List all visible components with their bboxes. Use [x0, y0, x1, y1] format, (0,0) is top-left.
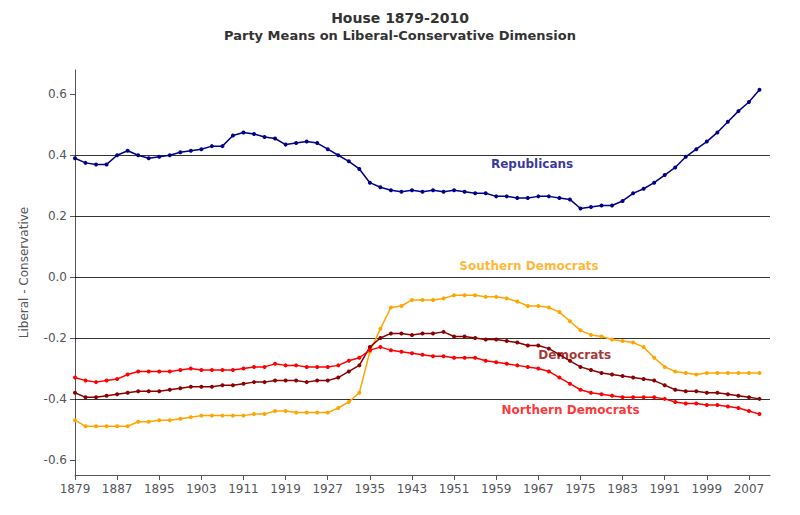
svg-text:1903: 1903 — [186, 482, 217, 496]
svg-text:1975: 1975 — [565, 482, 596, 496]
svg-text:1999: 1999 — [692, 482, 723, 496]
svg-text:2007: 2007 — [734, 482, 765, 496]
svg-text:1927: 1927 — [312, 482, 343, 496]
svg-text:1951: 1951 — [439, 482, 470, 496]
svg-text:1935: 1935 — [355, 482, 386, 496]
svg-text:Republicans: Republicans — [491, 157, 573, 171]
svg-text:1887: 1887 — [102, 482, 133, 496]
svg-text:1879: 1879 — [60, 482, 91, 496]
svg-text:1991: 1991 — [649, 482, 680, 496]
svg-text:Liberal - Conservative: Liberal - Conservative — [17, 207, 31, 338]
svg-text:0.0: 0.0 — [48, 270, 67, 284]
svg-text:-0.2: -0.2 — [44, 331, 67, 345]
svg-text:1959: 1959 — [481, 482, 512, 496]
svg-text:Northern Democrats: Northern Democrats — [501, 403, 639, 417]
svg-text:Southern Democrats: Southern Democrats — [459, 259, 598, 273]
svg-text:1895: 1895 — [144, 482, 175, 496]
svg-text:1943: 1943 — [397, 482, 428, 496]
svg-text:House 1879-2010: House 1879-2010 — [331, 10, 469, 26]
svg-text:1911: 1911 — [228, 482, 259, 496]
svg-text:Democrats: Democrats — [538, 348, 611, 362]
svg-text:0.2: 0.2 — [48, 209, 67, 223]
svg-text:1919: 1919 — [270, 482, 301, 496]
svg-text:0.4: 0.4 — [48, 148, 67, 162]
svg-text:1983: 1983 — [607, 482, 638, 496]
svg-text:1967: 1967 — [523, 482, 554, 496]
svg-text:Party Means on Liberal-Conserv: Party Means on Liberal-Conservative Dime… — [224, 28, 576, 43]
svg-text:-0.6: -0.6 — [44, 453, 67, 467]
svg-text:0.6: 0.6 — [48, 87, 67, 101]
svg-text:-0.4: -0.4 — [44, 392, 67, 406]
